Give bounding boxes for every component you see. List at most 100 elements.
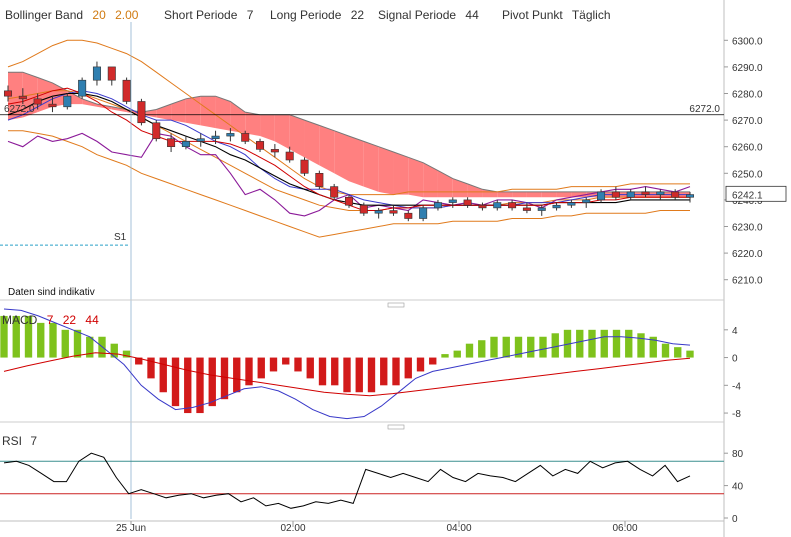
macd-param-1: 7 bbox=[47, 313, 54, 327]
candlestick bbox=[597, 189, 606, 203]
legend-short-label: Short Periode bbox=[164, 8, 238, 22]
macd-signal-line bbox=[3, 352, 691, 397]
macd-histogram-bar bbox=[257, 357, 265, 379]
candle-body bbox=[374, 210, 383, 214]
candlestick bbox=[404, 210, 413, 222]
grid-layer bbox=[0, 0, 725, 537]
macd-param-2: 22 bbox=[63, 313, 77, 327]
candlestick bbox=[122, 77, 131, 105]
macd-histogram-bar bbox=[147, 357, 155, 379]
macd-histogram-bar bbox=[588, 329, 596, 358]
candle-body bbox=[33, 98, 42, 105]
candle-body bbox=[641, 191, 650, 195]
cloud-segment bbox=[437, 170, 453, 198]
legend-signal-label: Signal Periode bbox=[378, 8, 456, 22]
cloud-segment bbox=[156, 104, 172, 121]
candle-body bbox=[419, 207, 428, 219]
macd-histogram-bar bbox=[306, 357, 314, 379]
candlestick bbox=[33, 93, 42, 110]
macd-histogram-bar bbox=[686, 350, 694, 358]
candlestick bbox=[152, 120, 161, 142]
candlestick bbox=[330, 183, 339, 200]
macd-histogram-bar bbox=[0, 315, 8, 358]
macd-histogram-bar bbox=[208, 357, 216, 407]
macd-histogram-bar bbox=[61, 329, 69, 358]
cloud-segment bbox=[393, 152, 409, 195]
candlestick bbox=[256, 138, 265, 153]
candlestick bbox=[419, 205, 428, 222]
candle-body bbox=[478, 204, 487, 209]
reference-price-label-left: 6272.0 bbox=[4, 104, 35, 115]
macd-histogram-bar bbox=[196, 357, 204, 414]
candle-body bbox=[241, 133, 250, 142]
svg-text:Short Periode 7: Short Periode 7 bbox=[164, 8, 254, 22]
candlestick bbox=[211, 130, 220, 145]
candle-body bbox=[404, 212, 413, 219]
macd-histogram-bar bbox=[355, 357, 363, 393]
candle-body bbox=[48, 103, 57, 108]
macd-histogram-bar bbox=[441, 354, 449, 358]
legend-signal-value: 44 bbox=[465, 8, 479, 22]
candlestick bbox=[63, 93, 72, 110]
candlestick bbox=[226, 128, 235, 142]
cloud-segment bbox=[512, 191, 527, 198]
candle-body bbox=[389, 210, 398, 214]
cloud-segment bbox=[497, 191, 513, 198]
candle-body bbox=[359, 204, 368, 214]
macd-line bbox=[3, 308, 691, 420]
panel-resize-handle-1[interactable] bbox=[0, 299, 724, 308]
candle-body bbox=[330, 186, 339, 198]
candlestick bbox=[493, 199, 502, 211]
candle-body bbox=[107, 66, 116, 81]
price-tick-label: 6300.0 bbox=[732, 36, 763, 47]
svg-text:Pivot Punkt Täglich: Pivot Punkt Täglich bbox=[502, 8, 611, 22]
time-axis: 25 Jun 02:00 04:00 06:00 bbox=[116, 521, 638, 534]
candle-body bbox=[211, 135, 220, 140]
bollinger-middle-line bbox=[7, 90, 690, 211]
panel-resize-handle-2[interactable] bbox=[0, 421, 724, 430]
macd-histogram-bar bbox=[478, 340, 486, 358]
candlestick bbox=[611, 186, 620, 200]
macd-histogram-bar bbox=[465, 343, 474, 358]
last-price-box bbox=[725, 185, 787, 202]
macd-histogram-bar bbox=[73, 329, 82, 358]
rsi-tick-label: 40 bbox=[732, 482, 744, 493]
macd-tick-label: -4 bbox=[732, 381, 741, 392]
candlestick bbox=[270, 144, 279, 158]
candle-body bbox=[300, 159, 309, 174]
candle-body bbox=[626, 191, 635, 198]
macd-histogram-bar bbox=[674, 347, 682, 358]
candle-body bbox=[522, 207, 531, 211]
candle-body bbox=[122, 79, 131, 102]
cloud-segment bbox=[111, 106, 127, 113]
time-tick-label: 02:00 bbox=[280, 523, 305, 534]
cloud-segment bbox=[467, 183, 483, 198]
macd-histogram-bar bbox=[661, 343, 670, 358]
candle-body bbox=[18, 95, 27, 100]
candlestick bbox=[626, 189, 635, 200]
cloud-segment bbox=[260, 114, 275, 142]
legend-long-label: Long Periode bbox=[270, 8, 342, 22]
macd-histogram-bar bbox=[12, 315, 20, 358]
candle-body bbox=[493, 202, 502, 209]
macd-histogram-bar bbox=[367, 357, 376, 393]
candlestick bbox=[641, 186, 650, 198]
macd-tick-label: -8 bbox=[732, 409, 741, 420]
candle-body bbox=[344, 196, 354, 206]
price-tick-label: 6250.0 bbox=[732, 169, 763, 180]
macd-histogram-bar bbox=[637, 333, 645, 358]
macd-histogram-bar bbox=[184, 357, 192, 414]
rsi-line bbox=[3, 452, 691, 509]
cloud-segment bbox=[274, 114, 290, 150]
candlestick bbox=[137, 98, 146, 126]
macd-title: MACD bbox=[2, 313, 38, 327]
macd-histogram-bar bbox=[392, 357, 400, 386]
candlestick bbox=[463, 197, 472, 208]
cloud-segment bbox=[289, 114, 305, 158]
candle-body bbox=[671, 191, 680, 198]
candlestick bbox=[78, 77, 87, 99]
rsi-title: RSI bbox=[2, 434, 22, 448]
macd-histogram-bar bbox=[600, 329, 608, 358]
candle-body bbox=[152, 122, 161, 140]
